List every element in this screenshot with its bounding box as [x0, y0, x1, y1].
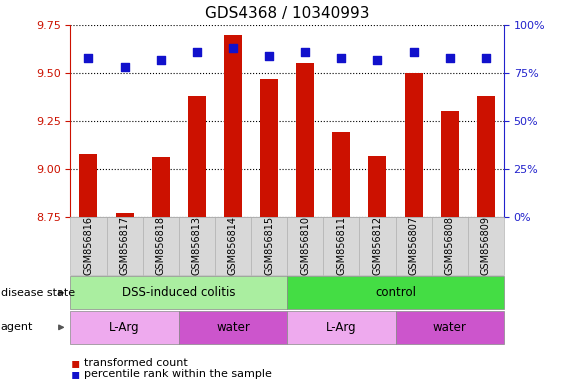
Text: GSM856817: GSM856817 — [119, 216, 129, 275]
Text: L-Arg: L-Arg — [109, 321, 140, 334]
Text: GSM856812: GSM856812 — [373, 216, 382, 275]
Text: DSS-induced colitis: DSS-induced colitis — [122, 286, 235, 299]
Bar — [224, 35, 242, 217]
Bar — [260, 79, 278, 217]
Bar — [332, 132, 350, 217]
Text: transformed count: transformed count — [84, 358, 188, 368]
Point — [84, 55, 93, 61]
Bar — [441, 111, 459, 217]
Text: disease state: disease state — [1, 288, 75, 298]
Point — [409, 49, 418, 55]
Text: control: control — [375, 286, 416, 299]
Point — [265, 53, 274, 59]
Text: L-Arg: L-Arg — [326, 321, 356, 334]
Point — [445, 55, 454, 61]
Point — [481, 55, 490, 61]
Bar — [79, 154, 97, 217]
Text: GSM856818: GSM856818 — [156, 216, 166, 275]
Bar — [115, 213, 133, 217]
Text: GSM856815: GSM856815 — [264, 216, 274, 275]
Text: percentile rank within the sample: percentile rank within the sample — [84, 369, 272, 379]
Bar — [477, 96, 495, 217]
Text: GSM856813: GSM856813 — [192, 216, 202, 275]
Text: water: water — [216, 321, 250, 334]
Point — [373, 56, 382, 63]
Text: GSM856810: GSM856810 — [300, 216, 310, 275]
Bar — [368, 156, 386, 217]
Point — [337, 55, 346, 61]
Text: ▪: ▪ — [70, 367, 80, 381]
Text: GSM856814: GSM856814 — [228, 216, 238, 275]
Point — [229, 45, 238, 51]
Point — [301, 49, 310, 55]
Text: agent: agent — [1, 322, 33, 333]
Text: GSM856807: GSM856807 — [409, 216, 418, 275]
Title: GDS4368 / 10340993: GDS4368 / 10340993 — [205, 6, 369, 21]
Text: ▪: ▪ — [70, 356, 80, 370]
Text: water: water — [433, 321, 467, 334]
Text: GSM856811: GSM856811 — [336, 216, 346, 275]
Point — [120, 64, 129, 70]
Bar — [405, 73, 423, 217]
Bar — [188, 96, 206, 217]
Text: GSM856816: GSM856816 — [83, 216, 93, 275]
Point — [193, 49, 202, 55]
Bar — [151, 157, 169, 217]
Text: GSM856808: GSM856808 — [445, 216, 455, 275]
Point — [156, 56, 165, 63]
Text: GSM856809: GSM856809 — [481, 216, 491, 275]
Bar — [296, 63, 314, 217]
